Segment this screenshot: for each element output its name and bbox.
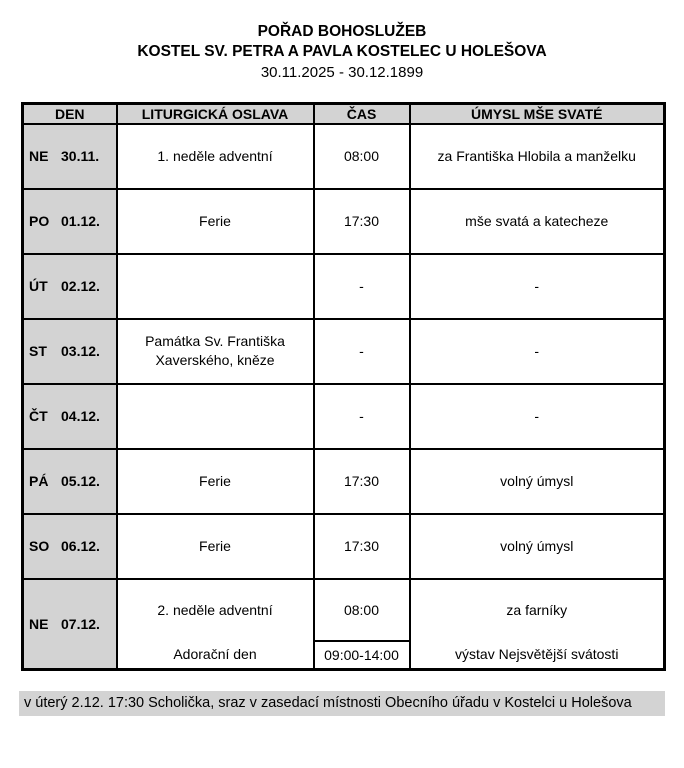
table-row: PO 01.12. Ferie 17:30 mše svatá a kateche… — [21, 187, 666, 255]
intention-line-2: výstav Nejsvětější svátosti — [455, 645, 619, 662]
time-cell: - — [312, 317, 411, 385]
table-row: ČT 04.12. - - — [21, 382, 666, 450]
day-cell: SO 06.12. — [21, 512, 118, 580]
celebration-split: 2. neděle adventní Adorační den — [119, 580, 312, 667]
time-cell: 08:00 — [312, 122, 411, 190]
table-row: ST 03.12. Památka Sv. Františka Xaverskéh… — [21, 317, 666, 385]
intention-cell: za Františka Hlobila a manželku — [408, 122, 666, 190]
celebration-cell: Ferie — [115, 512, 315, 580]
day-cell: ÚT 02.12. — [21, 252, 118, 320]
intention-line-1: za farníky — [506, 601, 568, 618]
day-code: SO — [29, 538, 50, 554]
table-row: PÁ 05.12. Ferie 17:30 volný úmysl — [21, 447, 666, 515]
time-cell: - — [312, 382, 411, 450]
table-header-row: DEN LITURGICKÁ OSLAVA ČAS ÚMYSL MŠE SVAT… — [21, 102, 666, 125]
column-header-den: DEN — [21, 102, 118, 125]
day-code: NE — [29, 615, 49, 632]
time-cell: 08:00 09:00-14:00 — [312, 577, 411, 670]
time-line-2: 09:00-14:00 — [315, 639, 408, 668]
day-date: 04.12. — [61, 408, 100, 424]
intention-cell: - — [408, 317, 666, 385]
page-title: POŘAD BOHOSLUŽEB — [257, 23, 427, 40]
church-name: KOSTEL SV. PETRA A PAVLA KOSTELEC U HOLE… — [137, 43, 547, 60]
column-header-cas: ČAS — [312, 102, 411, 125]
document-header: POŘAD BOHOSLUŽEB KOSTEL SV. PETRA A PAVL… — [0, 0, 684, 83]
time-split: 08:00 09:00-14:00 — [315, 580, 408, 668]
day-code: NE — [29, 148, 49, 164]
day-cell: PÁ 05.12. — [21, 447, 118, 515]
day-code: ÚT — [29, 278, 48, 294]
table-row: NE 30.11. 1. neděle adventní 08:00 za Fra… — [21, 122, 666, 190]
celebration-cell: Památka Sv. Františka Xaverského, kněze — [115, 317, 315, 385]
intention-cell: - — [408, 382, 666, 450]
day-cell: PO 01.12. — [21, 187, 118, 255]
intention-cell: mše svatá a katecheze — [408, 187, 666, 255]
celebration-cell: 1. neděle adventní — [115, 122, 315, 190]
day-date: 02.12. — [61, 278, 100, 294]
day-date: 30.11. — [61, 148, 100, 164]
column-header-liturgicka-oslava: LITURGICKÁ OSLAVA — [115, 102, 315, 125]
time-cell: 17:30 — [312, 187, 411, 255]
day-code: PÁ — [29, 473, 49, 489]
day-date: 01.12. — [61, 213, 100, 229]
time-cell: 17:30 — [312, 512, 411, 580]
day-cell: NE 30.11. — [21, 122, 118, 190]
table-row: SO 06.12. Ferie 17:30 volný úmysl — [21, 512, 666, 580]
celebration-line-1: 2. neděle adventní — [157, 601, 273, 618]
intention-cell: volný úmysl — [408, 512, 666, 580]
date-range: 30.11.2025 - 30.12.1899 — [260, 64, 424, 81]
time-cell: - — [312, 252, 411, 320]
time-cell: 17:30 — [312, 447, 411, 515]
celebration-cell: 2. neděle adventní Adorační den — [115, 577, 315, 670]
schedule-table: DEN LITURGICKÁ OSLAVA ČAS ÚMYSL MŠE SVAT… — [21, 102, 666, 671]
day-cell: ST 03.12. — [21, 317, 118, 385]
celebration-line-2: Adorační den — [173, 645, 257, 662]
table-row: ÚT 02.12. - - — [21, 252, 666, 320]
day-date: 03.12. — [61, 343, 100, 359]
intention-cell: za farníky výstav Nejsvětější svátosti — [408, 577, 666, 670]
day-date: 06.12. — [61, 538, 100, 554]
time-line-1: 08:00 — [343, 601, 380, 618]
celebration-cell — [115, 252, 315, 320]
celebration-cell: Ferie — [115, 187, 315, 255]
day-cell: NE 07.12. — [21, 577, 118, 670]
table-row: NE 07.12. 2. neděle adventní Adorační den… — [21, 577, 666, 670]
day-date: 05.12. — [61, 473, 100, 489]
day-code: ČT — [29, 408, 48, 424]
day-code: ST — [29, 343, 47, 359]
day-code: PO — [29, 213, 50, 229]
celebration-cell: Ferie — [115, 447, 315, 515]
footnote-bar: v úterý 2.12. 17:30 Scholička, sraz v za… — [19, 690, 665, 716]
day-cell: ČT 04.12. — [21, 382, 118, 450]
intention-cell: - — [408, 252, 666, 320]
celebration-cell — [115, 382, 315, 450]
intention-split: za farníky výstav Nejsvětější svátosti — [412, 580, 663, 667]
intention-cell: volný úmysl — [408, 447, 666, 515]
column-header-umysl: ÚMYSL MŠE SVATÉ — [408, 102, 666, 125]
day-date: 07.12. — [61, 615, 100, 632]
